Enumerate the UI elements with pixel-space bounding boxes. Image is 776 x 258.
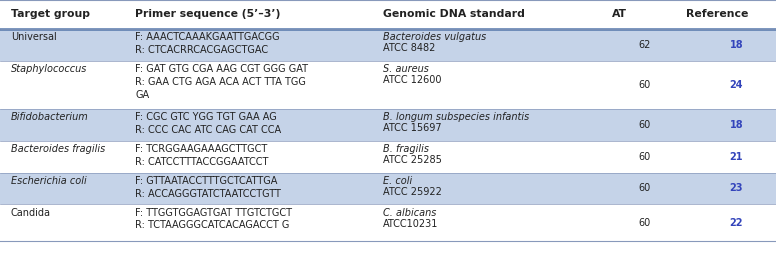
Text: 60: 60	[638, 218, 650, 228]
Text: 18: 18	[729, 120, 743, 130]
Bar	[0, 109, 776, 141]
Text: 22: 22	[729, 218, 743, 228]
Text: Bacteroides fragilis: Bacteroides fragilis	[11, 144, 105, 154]
Text: 60: 60	[638, 80, 650, 90]
Text: C. albicans: C. albicans	[383, 208, 437, 218]
Bar	[0, 61, 776, 109]
Bar	[0, 204, 776, 241]
Text: 18: 18	[729, 40, 743, 50]
Text: ATCC10231: ATCC10231	[383, 219, 438, 229]
Bar	[0, 29, 776, 61]
Bar	[0, 141, 776, 173]
Text: Bacteroides vulgatus: Bacteroides vulgatus	[383, 32, 487, 42]
Text: Bifidobacterium: Bifidobacterium	[11, 112, 88, 123]
Text: ATCC 25922: ATCC 25922	[383, 187, 442, 197]
Text: Candida: Candida	[11, 208, 51, 218]
Text: 62: 62	[638, 40, 650, 50]
Text: ATCC 8482: ATCC 8482	[383, 43, 435, 53]
Text: 23: 23	[729, 183, 743, 194]
Text: F: TTGGTGGAGTGAT TTGTCTGCT
R: TCTAAGGGCATCACAGACCT G: F: TTGGTGGAGTGAT TTGTCTGCT R: TCTAAGGGCA…	[135, 208, 292, 230]
Text: F: GTTAATACCTTTGCTCATTGA
R: ACCAGGGTATCTAATCCTGTT: F: GTTAATACCTTTGCTCATTGA R: ACCAGGGTATCT…	[135, 176, 281, 199]
Text: S. aureus: S. aureus	[383, 64, 429, 74]
Bar	[0, 0, 776, 29]
Text: Reference: Reference	[686, 10, 748, 19]
Text: 60: 60	[638, 120, 650, 130]
Text: E. coli: E. coli	[383, 176, 413, 186]
Text: B. fragilis: B. fragilis	[383, 144, 429, 154]
Text: ATCC 15697: ATCC 15697	[383, 123, 442, 133]
Text: 60: 60	[638, 152, 650, 162]
Text: F: CGC GTC YGG TGT GAA AG
R: CCC CAC ATC CAG CAT CCA: F: CGC GTC YGG TGT GAA AG R: CCC CAC ATC…	[135, 112, 281, 135]
Text: Universal: Universal	[11, 32, 57, 42]
Text: B. longum subspecies infantis: B. longum subspecies infantis	[383, 112, 529, 123]
Text: F: AAACTCAAAKGAATTGACGG
R: CTCACRRCACGAGCTGAC: F: AAACTCAAAKGAATTGACGG R: CTCACRRCACGAG…	[135, 32, 279, 55]
Text: 21: 21	[729, 152, 743, 162]
Text: Target group: Target group	[11, 10, 90, 19]
Text: Escherichia coli: Escherichia coli	[11, 176, 87, 186]
Text: Genomic DNA standard: Genomic DNA standard	[383, 10, 525, 19]
Text: F: GAT GTG CGA AAG CGT GGG GAT
R: GAA CTG AGA ACA ACT TTA TGG
GA: F: GAT GTG CGA AAG CGT GGG GAT R: GAA CT…	[135, 64, 308, 100]
Text: Staphylococcus: Staphylococcus	[11, 64, 87, 74]
Text: ATCC 12600: ATCC 12600	[383, 75, 442, 85]
Text: F: TCRGGAAGAAAGCTTGCT
R: CATCCTTTACCGGAATCCT: F: TCRGGAAGAAAGCTTGCT R: CATCCTTTACCGGAA…	[135, 144, 268, 167]
Text: AT: AT	[611, 10, 626, 19]
Bar	[0, 173, 776, 204]
Text: 24: 24	[729, 80, 743, 90]
Text: 60: 60	[638, 183, 650, 194]
Text: ATCC 25285: ATCC 25285	[383, 155, 442, 165]
Text: Primer sequence (5’–3’): Primer sequence (5’–3’)	[135, 10, 280, 19]
